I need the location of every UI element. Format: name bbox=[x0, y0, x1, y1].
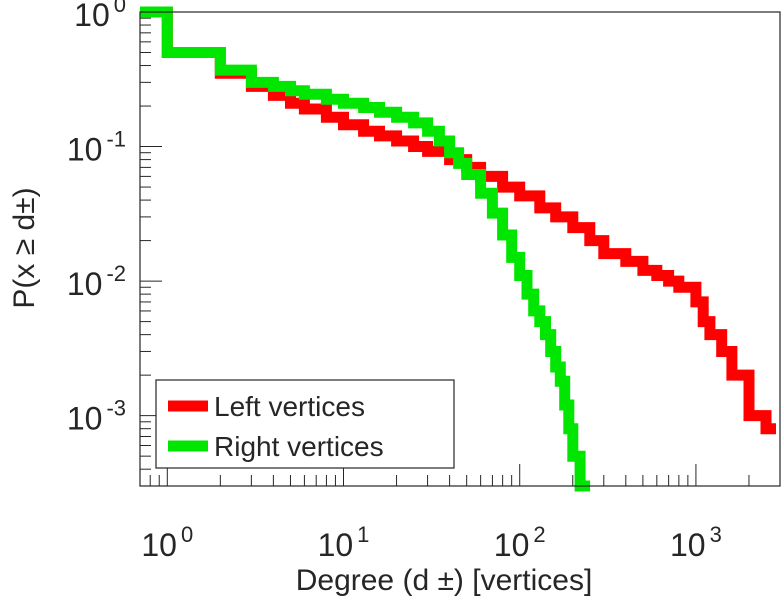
x-tick-label: 10 3 bbox=[670, 522, 722, 563]
y-tick-label: 10 -2 bbox=[67, 261, 126, 302]
legend-box bbox=[155, 379, 455, 469]
series-line-right-vertices bbox=[140, 6, 591, 492]
minor-ticks bbox=[139, 11, 781, 487]
legend: Left vertices Right vertices bbox=[155, 379, 455, 469]
legend-label-left-vertices: Left vertices bbox=[214, 391, 365, 422]
y-tick-label: 10 0 bbox=[74, 0, 126, 33]
legend-label-right-vertices: Right vertices bbox=[214, 431, 384, 462]
x-tick-labels: 10 0 10 1 10 2 10 3 bbox=[141, 522, 721, 563]
x-tick-label: 10 1 bbox=[318, 522, 370, 563]
y-axis-label: P(x ≥ d±) bbox=[8, 187, 41, 308]
plot-frame bbox=[139, 11, 781, 487]
x-tick-label: 10 2 bbox=[494, 522, 546, 563]
x-tick-label: 10 0 bbox=[141, 522, 193, 563]
y-tick-label: 10 -1 bbox=[67, 127, 126, 168]
y-tick-label: 10 -3 bbox=[67, 396, 126, 437]
series-line-left-vertices bbox=[140, 6, 776, 435]
series-layer bbox=[140, 6, 776, 492]
x-axis-label: Degree (d ±) [vertices] bbox=[296, 564, 593, 597]
